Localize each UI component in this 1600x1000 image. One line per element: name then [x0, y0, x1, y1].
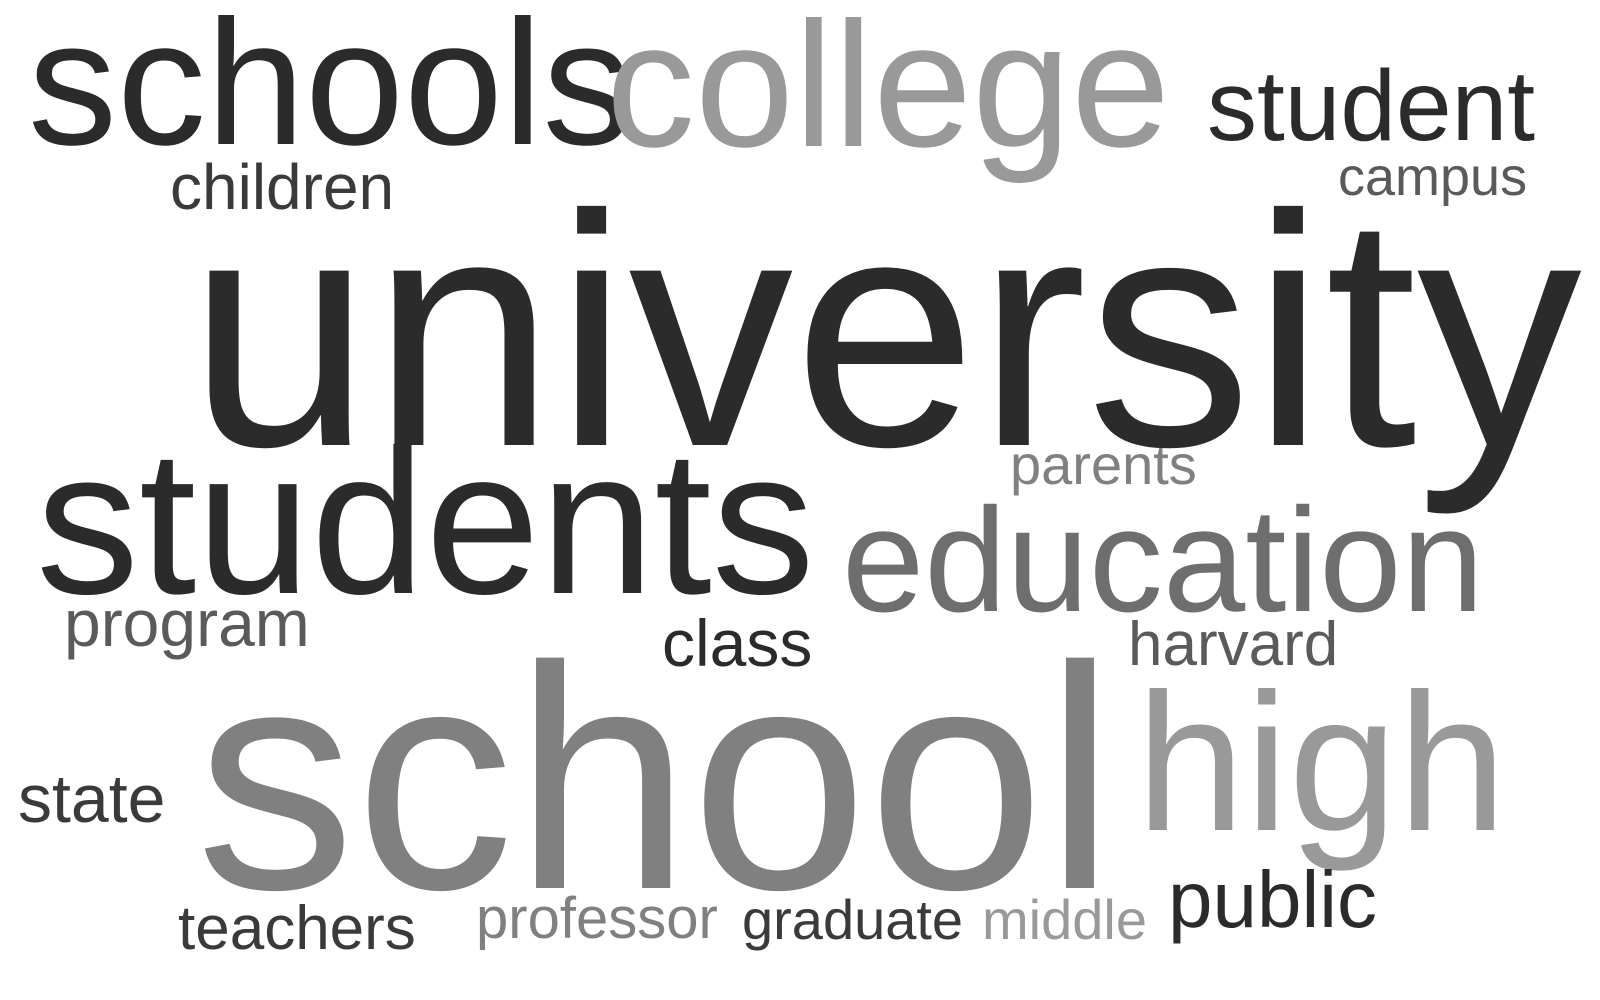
word-program: program — [64, 586, 310, 660]
word-parents: parents — [1010, 433, 1197, 496]
word-professor: professor — [476, 886, 718, 951]
word-students: students — [36, 407, 815, 637]
word-graduate: graduate — [742, 888, 964, 951]
word-children: children — [170, 151, 395, 223]
word-class: class — [662, 606, 813, 680]
word-school: school — [196, 601, 1116, 956]
word-college: college — [606, 0, 1171, 184]
word-student: student — [1207, 50, 1536, 162]
word-campus: campus — [1338, 147, 1528, 207]
word-schools: schools — [28, 0, 632, 182]
word-state: state — [18, 761, 166, 837]
word-university: university — [188, 146, 1582, 515]
word-education: education — [842, 478, 1484, 643]
word-harvard: harvard — [1128, 610, 1339, 679]
word-middle: middle — [982, 888, 1147, 951]
word-public: public — [1168, 855, 1378, 944]
word-high: high — [1136, 653, 1507, 872]
word-teachers: teachers — [178, 894, 416, 963]
